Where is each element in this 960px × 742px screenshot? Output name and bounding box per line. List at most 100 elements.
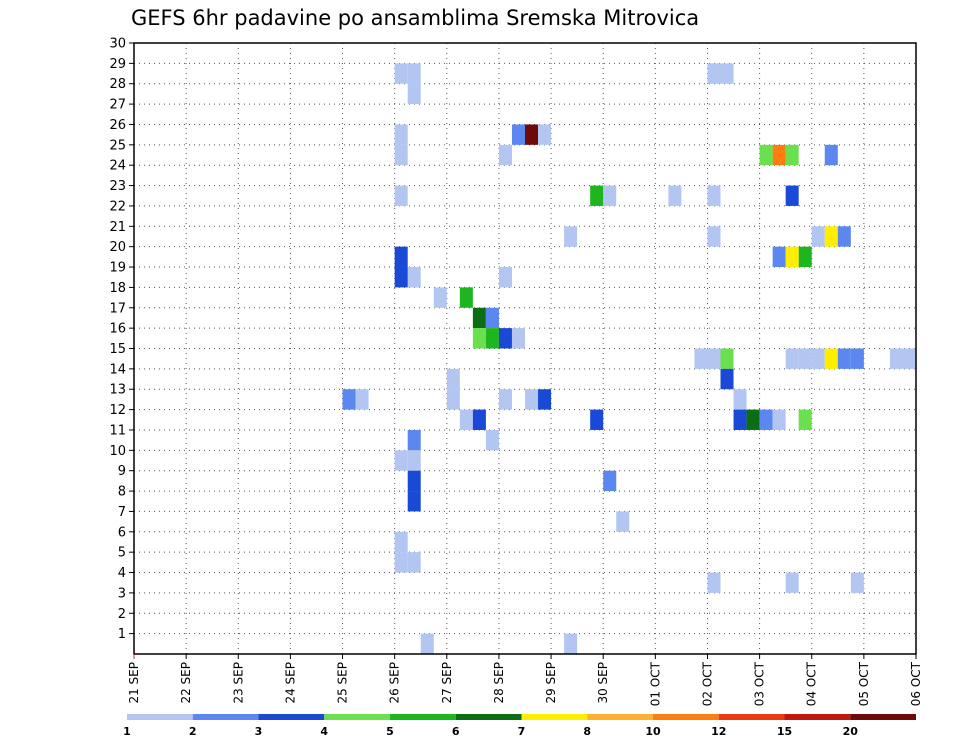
precip-cell <box>472 328 486 349</box>
precip-cell <box>407 450 421 471</box>
y-tick-label: 10 <box>109 444 126 459</box>
precip-cell <box>733 389 747 410</box>
precip-cell <box>746 409 760 430</box>
precip-cells <box>342 63 916 654</box>
x-tick-label: 30 SEP <box>596 662 610 704</box>
y-tick-label: 18 <box>109 281 126 296</box>
precip-cell <box>850 572 864 593</box>
x-tick-label: 26 SEP <box>388 662 402 704</box>
colorbar-swatch <box>850 714 916 720</box>
precip-cell <box>407 63 421 84</box>
precip-cell <box>772 409 786 430</box>
precip-cell <box>538 124 552 145</box>
precip-cell <box>407 83 421 105</box>
precip-cell <box>798 246 812 268</box>
x-tick-label: 29 SEP <box>544 662 558 704</box>
y-tick-label: 25 <box>109 138 126 153</box>
precip-cell <box>785 572 799 593</box>
colorbar-swatch <box>258 714 325 720</box>
x-tick-label: 21 SEP <box>127 662 141 704</box>
y-tick-label: 29 <box>109 57 126 72</box>
precip-cell <box>407 470 421 492</box>
precip-cell <box>694 348 708 369</box>
y-tick-label: 13 <box>109 383 126 398</box>
y-tick-label: 3 <box>118 586 126 601</box>
precip-cell <box>590 409 604 430</box>
precip-cell <box>407 552 421 573</box>
precip-cell <box>407 429 421 451</box>
precip-cell <box>394 450 408 471</box>
precip-cell <box>498 328 512 349</box>
precip-cell <box>824 226 838 247</box>
y-tick-label: 5 <box>118 546 126 561</box>
y-tick-label: 27 <box>109 98 126 113</box>
precip-cell <box>590 185 604 206</box>
precip-cell <box>707 226 721 247</box>
y-tick-label: 15 <box>109 342 126 357</box>
colorbar-label: 1 <box>123 725 131 738</box>
colorbar: 1 2 3 4 5 6 7 8 10 12 15 20 <box>123 714 916 738</box>
y-tick-label: 7 <box>118 505 126 520</box>
colorbar-label: 5 <box>386 725 394 738</box>
precip-cell <box>355 389 369 410</box>
precip-cell <box>785 246 799 268</box>
y-tick-label: 30 <box>109 37 126 52</box>
precip-cell <box>511 124 525 145</box>
precip-cell <box>472 409 486 430</box>
precip-cell <box>511 328 525 349</box>
x-tick-label: 24 SEP <box>283 662 297 704</box>
precip-cell <box>394 63 408 84</box>
colorbar-label: 3 <box>255 725 263 738</box>
precip-cell <box>707 63 721 84</box>
precip-cell <box>485 307 499 329</box>
colorbar-label: 12 <box>711 725 726 738</box>
precip-cell <box>902 348 916 369</box>
precip-cell <box>394 246 408 268</box>
y-tick-label: 8 <box>118 485 126 500</box>
precip-cell <box>837 226 851 247</box>
precip-cell <box>498 144 512 166</box>
precip-cell <box>850 348 864 369</box>
colorbar-label: 8 <box>583 725 591 738</box>
y-tick-label: 9 <box>118 464 126 479</box>
precip-cell <box>603 185 617 206</box>
x-tick-label: 04 OCT <box>805 661 819 706</box>
colorbar-label: 4 <box>320 725 328 738</box>
x-tick-label: 28 SEP <box>492 662 506 704</box>
precip-cell <box>525 124 539 145</box>
precip-cell <box>824 348 838 369</box>
x-tick-label: 02 OCT <box>700 661 714 706</box>
y-tick-label: 11 <box>109 423 126 438</box>
x-tick-label: 25 SEP <box>336 662 350 704</box>
colorbar-label: 15 <box>777 725 792 738</box>
precip-cell <box>733 409 747 430</box>
precip-cell <box>394 124 408 145</box>
y-tick-label: 23 <box>109 179 126 194</box>
precip-cell <box>759 409 773 430</box>
colorbar-label: 10 <box>645 725 661 738</box>
precip-cell <box>837 348 851 369</box>
colorbar-swatch <box>324 714 390 720</box>
precip-cell <box>603 470 617 492</box>
x-tick-label: 27 SEP <box>440 662 454 704</box>
x-tick-label: 22 SEP <box>179 662 193 704</box>
precip-cell <box>394 552 408 573</box>
precip-cell <box>785 185 799 206</box>
precip-cell <box>785 348 799 369</box>
x-tick-label: 23 SEP <box>231 662 245 704</box>
precip-cell <box>394 185 408 206</box>
precip-cell <box>616 511 630 532</box>
colorbar-swatch <box>784 714 851 720</box>
y-tick-label: 19 <box>109 261 126 276</box>
precip-cell <box>485 429 499 451</box>
chart-title: GEFS 6hr padavine po ansamblima Sremska … <box>131 6 699 30</box>
y-tick-label: 14 <box>109 362 126 377</box>
x-tick-label: 03 OCT <box>753 661 767 706</box>
precip-cell <box>394 267 408 288</box>
precip-cell <box>824 144 838 166</box>
precip-cell <box>394 531 408 553</box>
precip-cell <box>889 348 903 369</box>
precip-cell <box>459 409 473 430</box>
precip-cell <box>564 226 578 247</box>
